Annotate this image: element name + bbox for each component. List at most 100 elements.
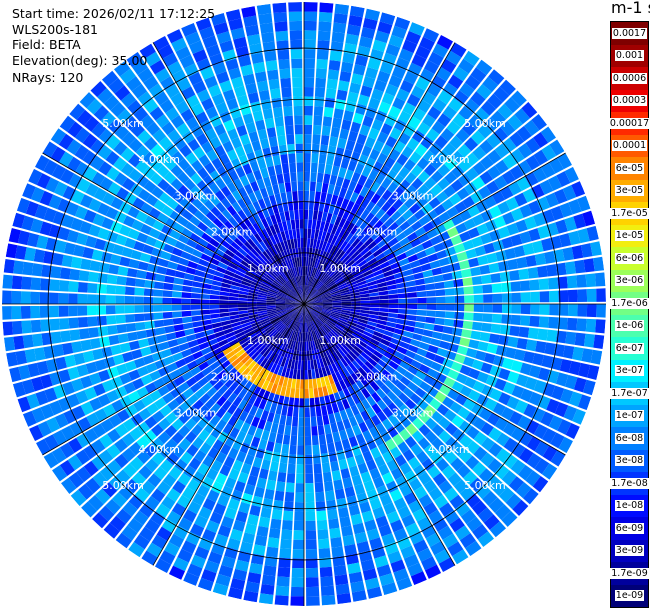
data-cell: [444, 288, 455, 296]
data-cell: [519, 231, 532, 244]
data-cell: [30, 305, 41, 319]
data-cell: [158, 341, 170, 351]
data-cell: [304, 294, 307, 304]
data-cell: [304, 304, 311, 312]
data-cell: [110, 196, 124, 210]
data-cell: [441, 333, 452, 343]
data-cell: [147, 336, 159, 346]
data-cell: [362, 17, 378, 30]
data-cell: [336, 400, 345, 412]
data-cell: [261, 379, 270, 391]
data-cell: [407, 298, 418, 304]
data-cell: [342, 344, 351, 353]
data-cell: [326, 333, 334, 342]
data-cell: [520, 388, 534, 403]
data-cell: [181, 209, 194, 221]
data-cell: [262, 250, 271, 260]
data-cell: [407, 292, 418, 298]
data-cell: [494, 143, 510, 159]
data-cell: [273, 442, 282, 454]
data-cell: [308, 247, 313, 258]
data-cell: [521, 101, 538, 119]
data-cell: [279, 68, 291, 79]
data-cell: [407, 381, 419, 393]
data-cell: [257, 255, 266, 264]
data-cell: [470, 91, 486, 107]
data-cell: [35, 438, 51, 455]
data-cell: [312, 134, 321, 145]
data-cell: [219, 308, 229, 313]
data-cell: [253, 276, 263, 283]
data-cell: [299, 313, 303, 323]
data-cell: [237, 209, 247, 221]
data-cell: [516, 373, 529, 387]
data-cell: [472, 380, 486, 393]
data-cell: [240, 284, 251, 290]
data-cell: [82, 350, 95, 363]
data-cell: [34, 154, 50, 172]
data-cell: [299, 256, 302, 267]
data-cell: [244, 523, 257, 535]
data-cell: [450, 42, 467, 58]
data-cell: [365, 345, 376, 354]
data-cell: [417, 547, 433, 562]
data-cell: [434, 135, 449, 149]
data-cell: [423, 374, 435, 386]
data-cell: [424, 276, 435, 284]
data-cell: [476, 223, 489, 236]
data-cell: [332, 340, 340, 350]
data-cell: [304, 360, 308, 371]
data-cell: [340, 468, 351, 480]
data-cell: [267, 272, 276, 281]
data-cell: [427, 344, 439, 354]
data-cell: [228, 304, 239, 308]
data-cell: [533, 212, 546, 227]
data-cell: [427, 368, 439, 379]
data-cell: [66, 202, 80, 217]
data-cell: [92, 348, 104, 361]
data-cell: [324, 264, 332, 274]
data-cell: [315, 318, 323, 326]
data-cell: [313, 319, 320, 329]
data-cell: [172, 284, 183, 292]
data-cell: [222, 324, 233, 331]
colorbar-tick-label: 6e-08: [614, 432, 645, 444]
data-cell: [397, 505, 412, 519]
data-cell: [339, 266, 348, 275]
data-cell: [235, 251, 245, 260]
data-cell: [97, 273, 109, 284]
data-cell: [177, 158, 191, 171]
data-cell: [538, 316, 550, 328]
data-cell: [257, 158, 267, 170]
data-cell: [348, 262, 358, 271]
data-cell: [165, 411, 178, 424]
data-cell: [245, 82, 258, 95]
data-cell: [313, 387, 319, 398]
data-cell: [342, 418, 352, 430]
data-cell: [404, 274, 415, 282]
data-cell: [247, 332, 257, 340]
data-cell: [482, 490, 498, 507]
data-cell: [522, 488, 539, 505]
data-cell: [227, 403, 238, 415]
data-cell: [322, 275, 331, 284]
data-cell: [490, 323, 502, 334]
data-cell: [397, 203, 409, 215]
data-cell: [309, 257, 314, 268]
data-cell: [245, 253, 255, 263]
data-cell: [91, 455, 106, 471]
data-cell: [258, 367, 267, 378]
data-cell: [24, 247, 36, 262]
data-cell: [270, 245, 278, 255]
data-cell: [193, 326, 204, 334]
data-cell: [379, 338, 391, 347]
data-cell: [234, 480, 246, 493]
data-cell: [544, 342, 556, 356]
data-cell: [97, 202, 110, 216]
data-cell: [159, 404, 172, 417]
data-cell: [447, 541, 464, 557]
data-cell: [312, 296, 322, 301]
data-cell: [135, 278, 146, 288]
data-cell: [296, 369, 301, 380]
data-cell: [236, 430, 247, 442]
